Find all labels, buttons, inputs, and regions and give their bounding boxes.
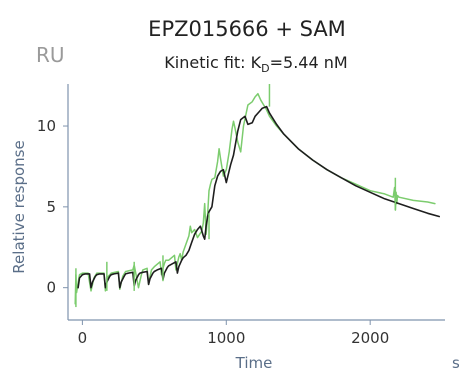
tick-group: 0 5 10 0 1000 2000: [37, 117, 389, 347]
chart-subtitle: Kinetic fit: KD=5.44 nM: [164, 53, 347, 75]
subtitle-subscript: D: [261, 62, 269, 75]
y-tick-label: 5: [46, 198, 56, 216]
kinetic-fit-line: [77, 105, 441, 289]
y-tick-label: 10: [37, 117, 56, 135]
x-axis-label: Time: [235, 354, 273, 370]
x-tick-label: 1000: [207, 329, 245, 347]
subtitle-prefix: Kinetic fit: K: [164, 53, 261, 72]
axes: [67, 84, 445, 321]
annotation-layer: [75, 84, 397, 308]
x-axis-unit: s: [452, 354, 459, 370]
x-tick-label: 0: [78, 329, 88, 347]
unit-label: RU: [36, 43, 65, 67]
y-tick-label: 0: [46, 279, 56, 297]
y-axis-label: Relative response: [10, 140, 28, 273]
x-tick-label: 2000: [351, 329, 389, 347]
chart-title: EPZ015666 + SAM: [148, 17, 346, 41]
subtitle-suffix: =5.44 nM: [270, 53, 348, 72]
series-layer: [74, 92, 441, 305]
